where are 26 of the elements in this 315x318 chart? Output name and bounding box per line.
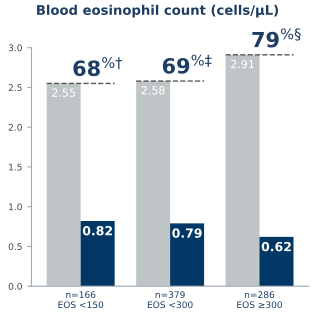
data-label: 2.91 — [230, 60, 254, 68]
y-tick-label: 1.5 — [9, 164, 22, 171]
bar — [80, 221, 115, 286]
y-tick-label: 1.0 — [9, 203, 22, 210]
bar — [170, 223, 204, 286]
y-tick-label: 2.5 — [8, 84, 22, 92]
y-tick-label: 0.5 — [8, 243, 22, 250]
data-label: 0.62 — [262, 242, 291, 252]
y-tick-label: 3.0 — [8, 44, 22, 52]
y-tick-label: 2.0 — [8, 124, 22, 131]
annotation: 68$^{%†}$ — [73, 57, 122, 76]
bar — [46, 83, 81, 286]
chart-title: Blood eosinophil count (cells/µL) — [37, 4, 278, 18]
data-label: 0.79 — [172, 228, 202, 238]
annotation: 69$^{%‡}$ — [162, 54, 212, 74]
x-tick-label: n=379 EOS <300 — [148, 291, 193, 308]
x-tick-label: n=166 EOS <150 — [58, 291, 104, 308]
data-label: 2.58 — [142, 86, 165, 94]
bar — [260, 236, 294, 286]
bar — [226, 54, 260, 286]
data-label: 0.82 — [82, 226, 112, 236]
bar — [136, 81, 170, 286]
y-tick-label: 0.0 — [8, 282, 22, 290]
text: 79$^{%§}$ — [252, 28, 301, 48]
x-tick-label: n=286 EOS ≥300 — [237, 291, 282, 308]
data-label: 2.55 — [52, 88, 76, 97]
